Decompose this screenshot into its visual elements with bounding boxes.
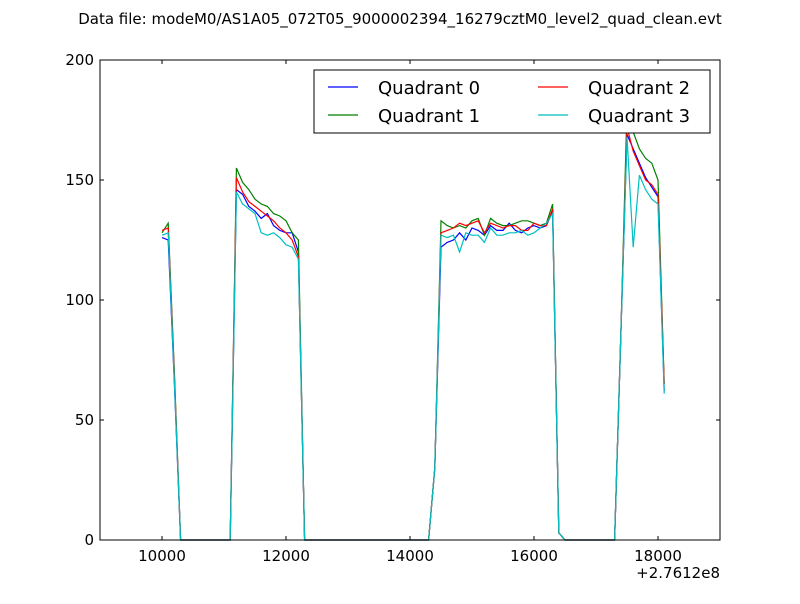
x-offset-label: +2.7612e8 xyxy=(636,564,720,582)
series-line-quadrant-3 xyxy=(161,136,665,541)
plot-area xyxy=(161,107,665,541)
y-tick-label: 100 xyxy=(65,291,94,309)
y-tick-label: 0 xyxy=(84,531,94,549)
legend-label-quadrant-3: Quadrant 3 xyxy=(588,106,690,127)
legend-box xyxy=(313,69,711,134)
x-tick-label: 12000 xyxy=(262,547,310,565)
x-tick-label: 10000 xyxy=(138,547,186,565)
series-line-quadrant-0 xyxy=(161,134,665,541)
legend-label-quadrant-2: Quadrant 2 xyxy=(588,78,690,99)
legend-label-quadrant-0: Quadrant 0 xyxy=(378,78,480,99)
x-tick-label: 16000 xyxy=(510,547,558,565)
y-tick-label: 200 xyxy=(65,51,94,69)
x-tick-label: 14000 xyxy=(386,547,434,565)
y-tick-label: 50 xyxy=(75,411,94,429)
x-tick-label: 18000 xyxy=(634,547,682,565)
series-line-quadrant-2 xyxy=(161,127,665,541)
chart-title: Data file: modeM0/AS1A05_072T05_90000023… xyxy=(78,10,722,29)
series-line-quadrant-1 xyxy=(161,107,665,541)
legend-label-quadrant-1: Quadrant 1 xyxy=(378,106,480,127)
legend: Quadrant 0 Quadrant 1 Quadrant 2 Quadrant 3 xyxy=(313,69,711,134)
axis-ticks: 10000 12000 14000 16000 18000 0 50 100 150 200 xyxy=(65,51,720,565)
y-tick-label: 150 xyxy=(65,171,94,189)
